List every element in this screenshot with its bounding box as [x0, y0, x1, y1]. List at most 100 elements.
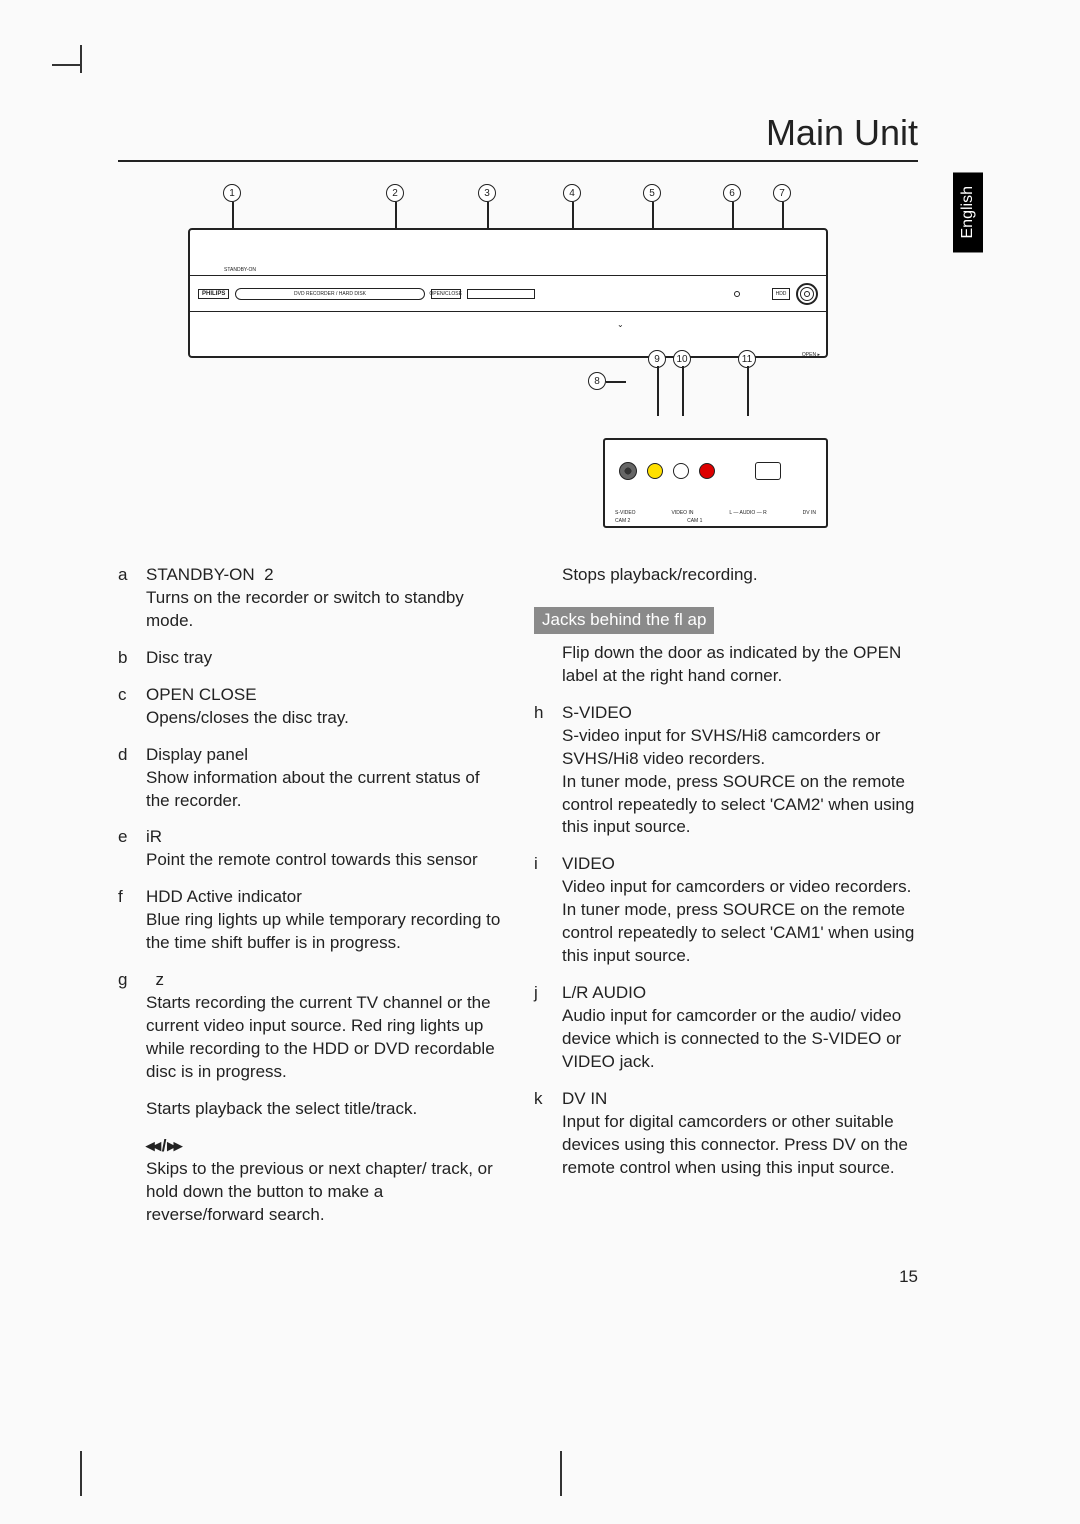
entry-title: Disc tray	[146, 648, 212, 667]
entry-letter: a	[118, 564, 132, 633]
crop-mark	[52, 64, 80, 66]
callout-7: 7	[773, 184, 791, 202]
device-upper: STANDBY-ON	[190, 230, 826, 276]
crop-mark	[80, 1451, 82, 1496]
label-videoin: VIDEO IN	[672, 510, 694, 516]
entry-text: Display panel Show information about the…	[146, 744, 502, 813]
entry-text: HDD Active indicator Blue ring lights up…	[146, 886, 502, 955]
active-ring	[796, 283, 818, 305]
entry: j L/R AUDIO Audio input for camcorder or…	[534, 982, 918, 1074]
crop-mark	[80, 45, 82, 73]
page-content: Main Unit English 1 2 3 4 5 6 7 STANDBY-…	[118, 112, 918, 1287]
jack-panel: S-VIDEO VIDEO IN L — AUDIO — R DV IN CAM…	[603, 438, 828, 528]
entry-title: STANDBY-ON	[146, 565, 255, 584]
entry: a STANDBY-ON 2 Turns on the recorder or …	[118, 564, 502, 633]
callout-row-bottom: 8 9 10 11	[168, 358, 868, 398]
crop-mark	[560, 1451, 562, 1496]
entry: i VIDEO Video input for camcorders or vi…	[534, 853, 918, 968]
label-cam1: CAM 1	[687, 518, 702, 524]
entry-letter: g	[118, 969, 132, 1084]
entry-text: DV IN Input for digital camcorders or ot…	[562, 1088, 918, 1180]
flap-section: Jacks behind the fl ap Flip down the doo…	[534, 601, 918, 688]
video-jack	[647, 463, 663, 479]
entry: Stops playback/recording.	[534, 564, 918, 587]
entry: ◂◂ / ▸▸ Skips to the previous or next ch…	[118, 1135, 502, 1227]
entry-letter: b	[118, 647, 132, 670]
entry-letter: c	[118, 684, 132, 730]
device-mid: PHILIPS DVD RECORDER / HARD DISK OPEN/CL…	[190, 276, 826, 312]
label-audio: L — AUDIO — R	[729, 510, 766, 516]
entry: k DV IN Input for digital camcorders or …	[534, 1088, 918, 1180]
entry-text: Disc tray	[146, 647, 502, 670]
hdd-indicator: HDD	[772, 288, 790, 300]
entry-letter: j	[534, 982, 548, 1074]
language-tab: English	[953, 172, 983, 252]
device-body: STANDBY-ON PHILIPS DVD RECORDER / HARD D…	[188, 228, 828, 358]
entry-letter: i	[534, 853, 548, 968]
entry: e iR Point the remote control towards th…	[118, 826, 502, 872]
open-close-button: OPEN/CLOSE	[431, 289, 461, 299]
callout-4: 4	[563, 184, 581, 202]
callout-6: 6	[723, 184, 741, 202]
entry: f HDD Active indicator Blue ring lights …	[118, 886, 502, 955]
page-title: Main Unit	[766, 112, 918, 153]
disc-tray: DVD RECORDER / HARD DISK	[235, 288, 424, 300]
dv-in-port	[755, 462, 781, 480]
entry-title: DV IN	[562, 1089, 607, 1108]
entry-title: Display panel	[146, 745, 248, 764]
entry-text: OPEN CLOSE Opens/closes the disc tray.	[146, 684, 502, 730]
page-number: 15	[118, 1267, 918, 1287]
entry-title: S-VIDEO	[562, 703, 632, 722]
jack-row	[619, 462, 781, 480]
callout-5: 5	[643, 184, 661, 202]
callout-line	[682, 366, 684, 416]
callout-row-top: 1 2 3 4 5 6 7	[168, 184, 868, 224]
entry-text: S-VIDEO S-video input for SVHS/Hi8 camco…	[562, 702, 918, 840]
entry: b Disc tray	[118, 647, 502, 670]
callout-line	[606, 381, 626, 383]
callout-3: 3	[478, 184, 496, 202]
callout-1: 1	[223, 184, 241, 202]
entry: d Display panel Show information about t…	[118, 744, 502, 813]
callout-8: 8	[588, 372, 606, 390]
entry-title: iR	[146, 827, 162, 846]
device-illustration: 1 2 3 4 5 6 7 STANDBY-ON PHILIPS DVD REC…	[168, 184, 868, 528]
entry: Starts playback the select title/track.	[118, 1098, 502, 1121]
panel-labels: S-VIDEO VIDEO IN L — AUDIO — R DV IN	[615, 510, 816, 516]
entry-text: Starts playback the select title/track.	[146, 1098, 502, 1121]
flap-heading: Jacks behind the fl ap	[534, 607, 714, 634]
entry-text: z Starts recording the current TV channe…	[146, 969, 502, 1084]
label-dvin: DV IN	[803, 510, 816, 516]
left-column: a STANDBY-ON 2 Turns on the recorder or …	[118, 564, 502, 1241]
display-panel	[467, 289, 535, 299]
entry: g z Starts recording the current TV chan…	[118, 969, 502, 1084]
entry-letter: k	[534, 1088, 548, 1180]
entry-text: L/R AUDIO Audio input for camcorder or t…	[562, 982, 918, 1074]
ir-sensor	[734, 291, 740, 297]
callout-2: 2	[386, 184, 404, 202]
record-dot	[804, 291, 810, 297]
entry-text: STANDBY-ON 2 Turns on the recorder or sw…	[146, 564, 502, 633]
flap-body: Flip down the door as indicated by the O…	[562, 642, 918, 688]
flap-arrow-icon: ⌄	[617, 320, 624, 329]
entry-letter: e	[118, 826, 132, 872]
transport-icons: ◂◂ / ▸▸	[146, 1136, 180, 1155]
entry: h S-VIDEO S-video input for SVHS/Hi8 cam…	[534, 702, 918, 840]
entry-title: L/R AUDIO	[562, 983, 646, 1002]
label-svideo: S-VIDEO	[615, 510, 636, 516]
audio-l-jack	[673, 463, 689, 479]
entry-text: Stops playback/recording.	[562, 564, 918, 587]
audio-r-jack	[699, 463, 715, 479]
entry-text: iR Point the remote control towards this…	[146, 826, 502, 872]
entry-text: VIDEO Video input for camcorders or vide…	[562, 853, 918, 968]
right-column: Stops playback/recording. Jacks behind th…	[534, 564, 918, 1241]
entry: c OPEN CLOSE Opens/closes the disc tray.	[118, 684, 502, 730]
callout-line	[747, 366, 749, 416]
label-cam2: CAM 2	[615, 518, 630, 524]
description-columns: a STANDBY-ON 2 Turns on the recorder or …	[118, 564, 918, 1241]
entry-letter: f	[118, 886, 132, 955]
svideo-jack	[619, 462, 637, 480]
standby-label: STANDBY-ON	[224, 267, 256, 273]
entry-letter: h	[534, 702, 548, 840]
entry-title: OPEN CLOSE	[146, 685, 257, 704]
